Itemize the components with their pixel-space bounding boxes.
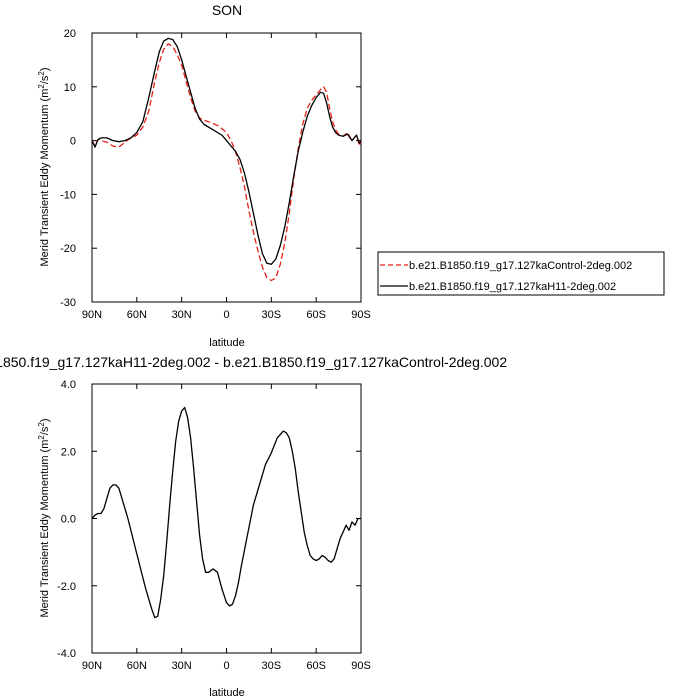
top-y-axis: -30 -20 -10 0 10 20 xyxy=(60,28,361,309)
top-x-tick-label: 0 xyxy=(223,309,229,321)
top-y-axis-label: Merid Transient Eddy Momentum (m2/s2) xyxy=(37,67,51,266)
bottom-y-axis: -4.0 -2.0 0.0 2.0 4.0 xyxy=(57,379,361,660)
top-x-tick-label: 60N xyxy=(127,309,147,321)
bottom-x-tick-label: 30S xyxy=(262,660,282,672)
top-y-tick-label: -30 xyxy=(60,297,76,309)
top-plot-frame xyxy=(91,32,362,303)
bottom-x-axis-label: latitude xyxy=(209,687,244,699)
bottom-x-tick-label: 60S xyxy=(306,660,326,672)
top-series-line-0 xyxy=(91,43,362,282)
legend-label-control: b.e21.B1850.f19_g17.127kaControl-2deg.00… xyxy=(409,260,632,272)
legend-box xyxy=(377,251,665,296)
top-x-tick-label: 60S xyxy=(306,309,326,321)
top-x-tick-label: 90S xyxy=(351,309,371,321)
bottom-y-tick-label: 4.0 xyxy=(61,379,76,391)
bottom-y-tick-label: -4.0 xyxy=(57,648,76,660)
top-y-tick-label: -10 xyxy=(60,189,76,201)
bottom-x-tick-label: 60N xyxy=(127,660,147,672)
bottom-y-tick-label: 2.0 xyxy=(61,446,76,458)
top-chart-panel: SON 90N 60N 30N 0 30S 60S 90S -30 -20 -10 0 10 20 l… xyxy=(37,2,665,349)
top-y-tick-label: 10 xyxy=(64,82,76,94)
bottom-x-tick-label: 90S xyxy=(351,660,371,672)
top-y-tick-label: 0 xyxy=(70,136,76,148)
top-x-axis: 90N 60N 30N 0 30S 60S 90S xyxy=(82,33,371,321)
top-series-line-1 xyxy=(91,37,362,265)
legend-label-h11: b.e21.B1850.f19_g17.127kaH11-2deg.002 xyxy=(409,281,616,293)
top-y-tick-label: -20 xyxy=(60,243,76,255)
bottom-x-tick-label: 30N xyxy=(172,660,192,672)
bottom-y-tick-label: -2.0 xyxy=(57,581,76,593)
bottom-x-axis: 90N 60N 30N 0 30S 60S 90S xyxy=(82,384,371,672)
bottom-series-line-0 xyxy=(91,406,361,619)
bottom-y-axis-label: Merid Transient Eddy Momentum (m2/s2) xyxy=(37,418,51,617)
top-x-tick-label: 30N xyxy=(172,309,192,321)
top-x-tick-label: 90N xyxy=(82,309,102,321)
bottom-chart-title: b.e21.B1850.f19_g17.127kaH11-2deg.002 - … xyxy=(0,354,507,370)
bottom-plot-frame xyxy=(91,383,362,654)
top-plot-series xyxy=(91,37,362,282)
top-x-tick-label: 30S xyxy=(262,309,282,321)
bottom-x-tick-label: 0 xyxy=(223,660,229,672)
bottom-y-tick-label: 0.0 xyxy=(61,514,76,526)
legend: b.e21.B1850.f19_g17.127kaControl-2deg.00… xyxy=(377,251,665,296)
bottom-plot-series xyxy=(91,406,361,619)
top-chart-title: SON xyxy=(212,2,242,18)
top-x-axis-label: latitude xyxy=(209,337,244,349)
bottom-x-tick-label: 90N xyxy=(82,660,102,672)
bottom-chart-panel: b.e21.B1850.f19_g17.127kaH11-2deg.002 - … xyxy=(0,354,507,699)
top-y-tick-label: 20 xyxy=(64,28,76,40)
